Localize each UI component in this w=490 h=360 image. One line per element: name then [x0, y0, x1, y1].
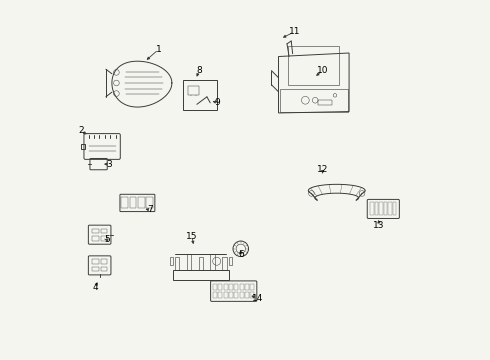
Bar [384, 202, 387, 215]
Bar [370, 202, 373, 215]
Bar [170, 257, 173, 265]
Bar [289, 46, 339, 85]
Bar [229, 284, 233, 290]
Bar [147, 197, 153, 208]
Bar [240, 284, 244, 290]
Bar [93, 236, 98, 240]
Bar [101, 266, 107, 271]
Bar [130, 197, 136, 208]
Bar [93, 260, 98, 264]
Bar [280, 89, 348, 112]
Bar [219, 292, 222, 298]
Bar [93, 229, 98, 234]
Bar [219, 284, 222, 290]
Bar [229, 292, 233, 298]
Bar [250, 284, 254, 290]
Text: 8: 8 [196, 66, 202, 75]
Bar [245, 292, 249, 298]
Text: 13: 13 [373, 221, 385, 230]
Bar [101, 260, 107, 264]
Bar [211, 254, 215, 270]
Bar [224, 292, 228, 298]
Bar [175, 257, 179, 270]
Text: 7: 7 [147, 206, 152, 215]
Text: 12: 12 [317, 165, 328, 174]
Bar [101, 229, 107, 234]
Bar [234, 292, 238, 298]
Text: 5: 5 [104, 235, 110, 244]
Text: 14: 14 [252, 294, 263, 303]
Bar [240, 292, 244, 298]
Bar [198, 257, 203, 270]
Text: 1: 1 [156, 45, 161, 54]
Bar [213, 292, 217, 298]
Bar [122, 197, 128, 208]
Bar [93, 266, 98, 271]
Text: 9: 9 [214, 98, 220, 107]
Bar [213, 284, 217, 290]
Bar [250, 292, 254, 298]
Bar [187, 254, 191, 270]
Bar [81, 144, 85, 149]
Text: 10: 10 [317, 66, 328, 75]
Text: 15: 15 [186, 232, 198, 241]
Bar [101, 236, 107, 240]
Bar [245, 284, 249, 290]
Bar [229, 257, 232, 265]
Bar [389, 202, 392, 215]
Bar [379, 202, 383, 215]
Bar [393, 202, 396, 215]
Bar [375, 202, 378, 215]
Bar [234, 284, 238, 290]
Bar [138, 197, 145, 208]
Text: 3: 3 [106, 159, 112, 168]
Text: 2: 2 [78, 126, 84, 135]
Bar [224, 284, 228, 290]
Text: 11: 11 [289, 27, 300, 36]
Bar [189, 86, 198, 95]
Bar [318, 100, 332, 104]
Bar [183, 80, 217, 110]
Text: 6: 6 [238, 249, 244, 258]
Text: 4: 4 [92, 283, 98, 292]
Bar [222, 257, 227, 270]
Bar [172, 270, 229, 280]
